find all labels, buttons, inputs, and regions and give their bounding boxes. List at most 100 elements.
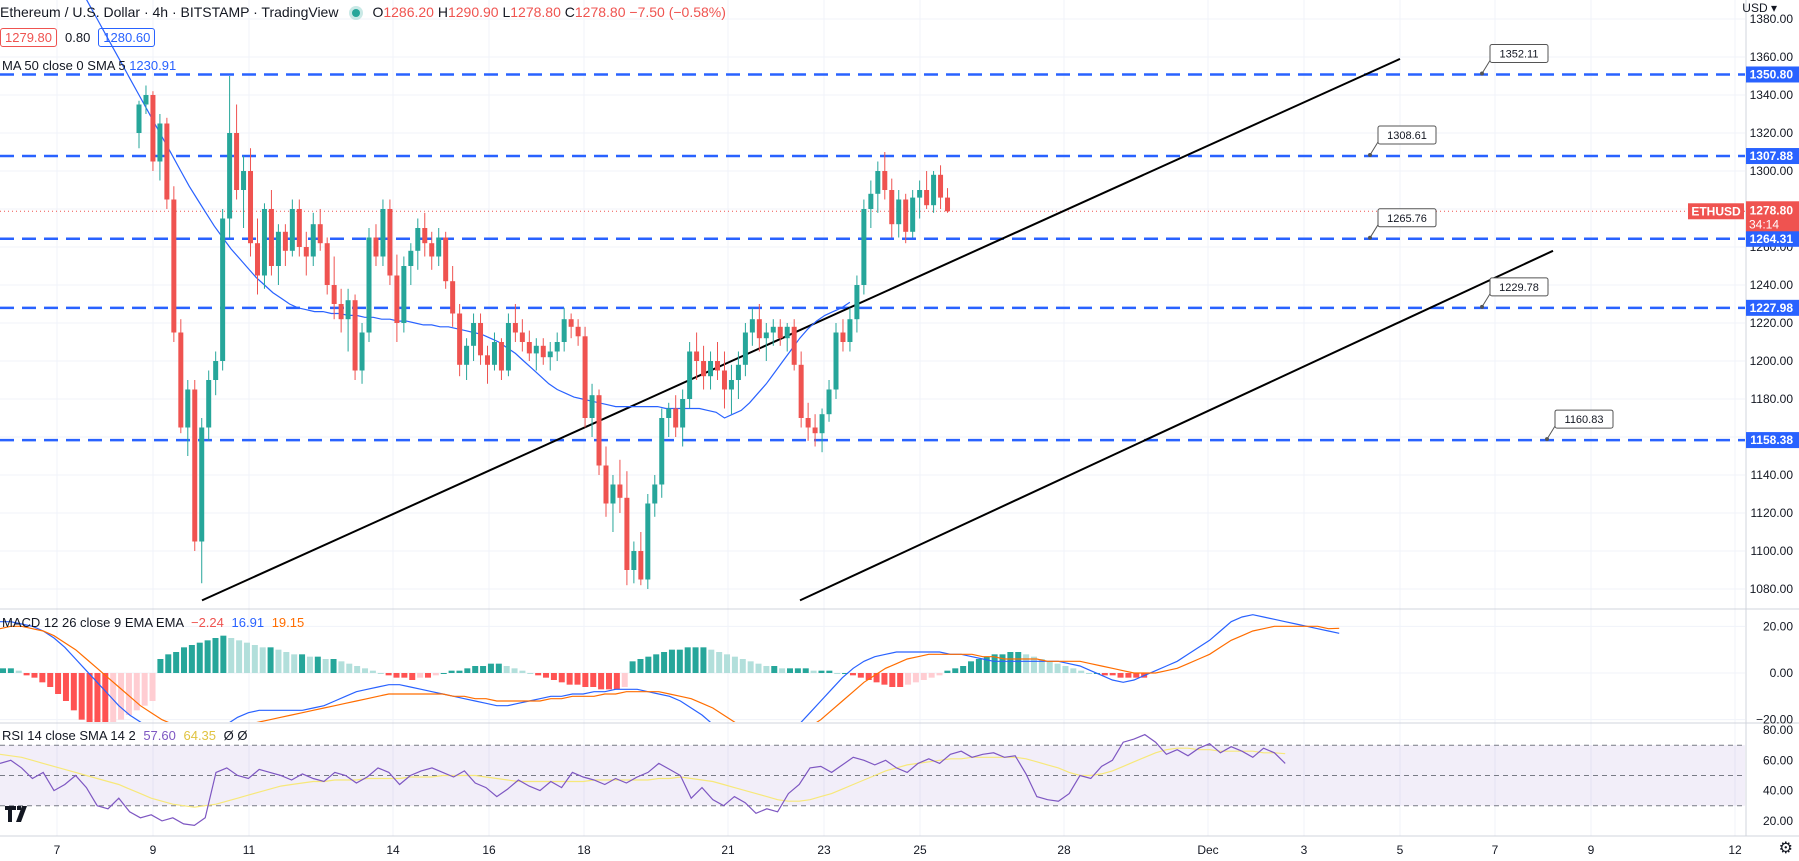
candle[interactable] <box>317 209 323 251</box>
candle[interactable] <box>345 288 351 352</box>
candle[interactable] <box>303 231 309 276</box>
candle[interactable] <box>178 319 184 434</box>
candle[interactable] <box>547 342 553 371</box>
candle[interactable] <box>791 319 797 371</box>
candle[interactable] <box>875 161 881 213</box>
candle[interactable] <box>721 351 727 409</box>
channel-upper-line[interactable] <box>201 57 1401 602</box>
candle[interactable] <box>777 319 783 346</box>
candle[interactable] <box>582 326 588 428</box>
candle[interactable] <box>331 256 337 320</box>
price-pane[interactable]: 1352.11 1308.61 1265.76 1229.78 1160.83 <box>0 0 1745 602</box>
candle[interactable] <box>408 243 414 285</box>
candle[interactable] <box>234 104 240 200</box>
candle[interactable] <box>749 307 755 346</box>
symbol-title[interactable]: Ethereum / U.S. Dollar · 4h · BITSTAMP ·… <box>0 4 339 20</box>
candle[interactable] <box>457 304 463 377</box>
candle[interactable] <box>617 459 623 513</box>
candle[interactable] <box>868 180 874 229</box>
candle[interactable] <box>512 304 518 342</box>
candle[interactable] <box>805 402 811 441</box>
candle[interactable] <box>282 224 288 266</box>
candle[interactable] <box>554 332 560 362</box>
candle[interactable] <box>185 380 191 456</box>
candle[interactable] <box>819 408 825 453</box>
candle[interactable] <box>352 294 358 381</box>
candle[interactable] <box>931 171 937 213</box>
price-callout[interactable]: 1308.61 <box>1368 125 1437 158</box>
price-callout[interactable]: 1352.11 <box>1480 43 1549 76</box>
candle[interactable] <box>784 323 790 352</box>
candle[interactable] <box>666 402 672 437</box>
macd-signal-line[interactable] <box>0 625 1340 740</box>
currency-selector[interactable]: USD ▾ <box>1742 1 1777 15</box>
level-price-label[interactable]: 1227.98 <box>1746 299 1799 316</box>
candle[interactable] <box>443 231 449 289</box>
candle[interactable] <box>715 342 721 380</box>
candle[interactable] <box>373 224 379 266</box>
candle[interactable] <box>359 323 365 384</box>
candle[interactable] <box>561 307 567 352</box>
candle[interactable] <box>840 319 846 352</box>
tradingview-logo-icon[interactable] <box>4 802 34 826</box>
candle[interactable] <box>680 389 686 447</box>
price-axis[interactable]: 1380.001360.001340.001320.001300.001280.… <box>1688 12 1799 828</box>
candle[interactable] <box>394 254 400 342</box>
candle[interactable] <box>659 408 665 498</box>
candle[interactable] <box>631 541 637 584</box>
candle[interactable] <box>450 266 456 327</box>
candle[interactable] <box>505 313 511 377</box>
candle[interactable] <box>575 319 581 346</box>
candle[interactable] <box>401 256 407 333</box>
candle[interactable] <box>254 218 260 295</box>
candle[interactable] <box>206 370 212 441</box>
candle[interactable] <box>261 203 267 289</box>
candle[interactable] <box>241 155 247 228</box>
candle[interactable] <box>694 332 700 381</box>
candle[interactable] <box>540 338 546 365</box>
candle[interactable] <box>568 313 574 339</box>
ma50-line[interactable] <box>55 0 851 419</box>
sell-price-button[interactable]: 1279.80 <box>0 28 57 47</box>
candle[interactable] <box>471 313 477 362</box>
macd-pane[interactable] <box>0 614 1340 753</box>
symbol-tag[interactable]: ETHUSD <box>1688 203 1744 220</box>
candle[interactable] <box>589 383 595 437</box>
candle[interactable] <box>220 209 226 371</box>
buy-price-button[interactable]: 1280.60 <box>98 28 156 47</box>
macd-legend[interactable]: MACD 12 26 close 9 EMA EMA −2.24 16.91 1… <box>2 615 304 630</box>
candle[interactable] <box>701 345 707 390</box>
candle[interactable] <box>519 319 525 352</box>
candle[interactable] <box>491 332 497 371</box>
candle[interactable] <box>310 212 316 266</box>
candle[interactable] <box>422 212 428 257</box>
candle[interactable] <box>533 338 539 371</box>
candle[interactable] <box>436 228 442 266</box>
candle[interactable] <box>735 351 741 400</box>
candle[interactable] <box>742 323 748 377</box>
candle[interactable] <box>638 532 644 586</box>
candle[interactable] <box>324 237 330 295</box>
rsi-ma-line[interactable] <box>0 747 1286 808</box>
candle[interactable] <box>861 199 867 295</box>
candle[interactable] <box>673 395 679 437</box>
candle[interactable] <box>268 190 274 276</box>
price-callout[interactable]: 1229.78 <box>1480 277 1549 309</box>
candle[interactable] <box>296 199 302 257</box>
candle[interactable] <box>945 188 951 213</box>
candle[interactable] <box>289 199 295 257</box>
rsi-pane[interactable] <box>0 733 1745 827</box>
price-callout[interactable]: 1265.76 <box>1368 208 1437 240</box>
candle[interactable] <box>645 494 651 589</box>
candle[interactable] <box>366 228 372 342</box>
candle[interactable] <box>498 338 504 380</box>
time-axis[interactable]: 7 9 11 14 16 18 21 23 25 28 Dec 3 5 7 9 12 <box>54 843 1742 857</box>
candle[interactable] <box>150 91 156 171</box>
gear-icon[interactable]: ⚙ <box>1778 840 1793 857</box>
candle[interactable] <box>728 364 734 415</box>
candle[interactable] <box>687 342 693 409</box>
rsi-line[interactable] <box>0 733 1286 827</box>
level-price-label[interactable]: 1350.80 <box>1746 66 1799 83</box>
